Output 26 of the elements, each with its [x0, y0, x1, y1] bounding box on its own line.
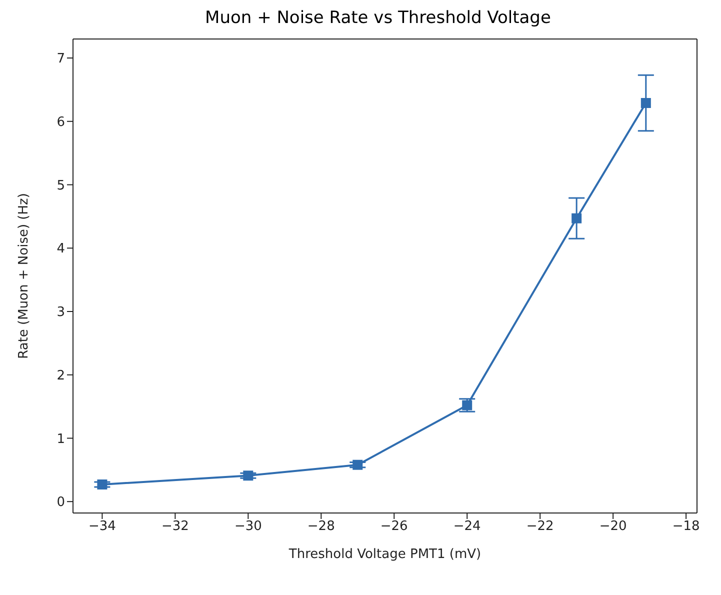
x-tick-label: −26 [380, 519, 408, 534]
x-tick-label: −28 [307, 519, 335, 534]
x-tick-label: −18 [672, 519, 700, 534]
point [462, 400, 472, 410]
y-tick-label: 0 [56, 495, 65, 510]
point [572, 213, 582, 224]
x-tick-label: −22 [526, 519, 554, 534]
x-axis-title: Threshold Voltage PMT1 (mV) [288, 547, 482, 562]
x-tick-label: −34 [88, 519, 116, 534]
y-tick-label: 6 [56, 114, 65, 130]
y-tick-label: 5 [56, 178, 65, 194]
point [640, 98, 651, 108]
y-tick-label: 7 [56, 52, 65, 67]
point [97, 479, 108, 490]
x-tick-label: −32 [161, 519, 189, 534]
point [352, 460, 363, 470]
x-tick-label: −20 [599, 519, 627, 534]
point [243, 470, 254, 481]
y-tick-label: 2 [56, 368, 65, 384]
y-tick-label: 4 [56, 242, 65, 257]
y-tick-label: 1 [56, 432, 65, 447]
x-tick-label: −30 [234, 519, 262, 534]
y-axis-title: Rate (Muon + Noise) (Hz) [16, 193, 32, 359]
x-tick-label: −24 [453, 519, 481, 534]
chart-title: Muon + Noise Rate vs Threshold Voltage [204, 8, 552, 28]
y-tick-label: 3 [56, 305, 65, 320]
